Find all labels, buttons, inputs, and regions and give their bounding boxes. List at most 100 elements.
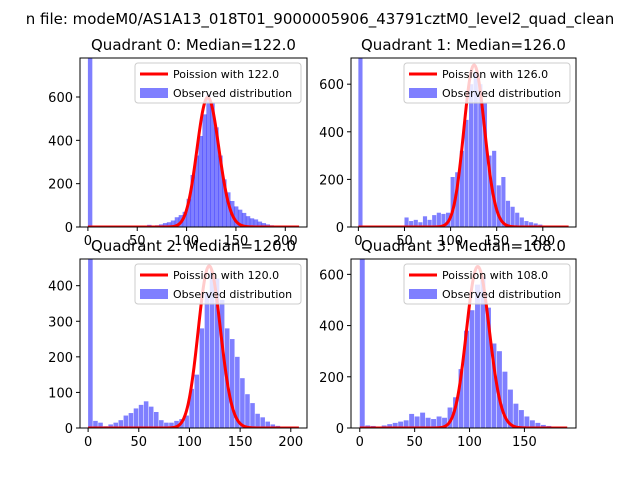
hist-bar <box>226 192 231 227</box>
y-tick-label: 0 <box>65 422 73 437</box>
hist-bar <box>515 212 520 227</box>
hist-bar <box>398 421 404 428</box>
y-tick-label: 0 <box>336 422 344 437</box>
hist-bar <box>422 216 428 227</box>
hist-bar <box>245 216 251 227</box>
hist-bar <box>148 406 154 428</box>
hist-bar <box>218 155 223 227</box>
hist-bar <box>265 421 271 428</box>
hist-bar <box>241 212 247 227</box>
hist-bar <box>186 198 192 227</box>
x-tick-label: 0 <box>84 234 92 249</box>
hist-bar <box>128 413 134 428</box>
x-tick-label: 50 <box>129 234 146 249</box>
hist-bar <box>455 172 460 227</box>
hist-bar <box>199 328 205 428</box>
hist-bar <box>359 259 365 428</box>
hist-bar <box>453 397 459 428</box>
hist-bar <box>133 408 139 428</box>
x-tick-label: 0 <box>354 234 362 249</box>
hist-bar <box>458 369 464 428</box>
x-tick-label: 150 <box>228 435 253 450</box>
y-tick-label: 200 <box>319 371 344 386</box>
axes-frame <box>350 57 577 228</box>
legend: Poission with 126.0 Observed distribution <box>403 62 571 104</box>
hist-bar <box>387 424 393 428</box>
hist-bar <box>403 420 409 428</box>
hist-bar <box>510 206 515 227</box>
hist-bar <box>447 407 453 428</box>
chart-title: Quadrant 1: Median=126.0 <box>361 36 566 54</box>
hist-bar <box>392 422 398 428</box>
x-tick-label: 150 <box>484 234 509 249</box>
hist-bar <box>182 211 188 227</box>
chart-title: Quadrant 0: Median=122.0 <box>91 36 296 54</box>
hist-bar <box>198 136 203 227</box>
hist-bar <box>189 388 195 428</box>
quadrant-0-chart: 0 50 100 150 200 0 200 400 600 Quadrant 0: Median… <box>48 36 308 249</box>
hist-bar <box>253 219 259 227</box>
hist-bar <box>162 223 168 227</box>
hist-bar <box>87 58 93 227</box>
hist-bar <box>436 212 441 227</box>
hist-bar <box>113 422 119 428</box>
hist-bar <box>533 223 538 227</box>
hist-bar <box>270 424 276 428</box>
axes-frame <box>350 258 577 429</box>
hist-bar <box>491 343 497 428</box>
legend: Poission with 108.0 Observed distribution <box>403 263 571 305</box>
hist-bar <box>427 219 432 227</box>
hist-bar <box>496 351 502 428</box>
hist-bar <box>255 413 260 428</box>
hist-bar <box>184 415 189 428</box>
legend-poisson-label: Poission with 126.0 <box>442 68 548 81</box>
legend-observed-swatch <box>140 88 168 98</box>
hist-bar <box>233 206 239 227</box>
quadrant-1-chart: 0 50 100 150 200 0 200 400 600 Quadrant 1: Median… <box>319 36 577 249</box>
x-tick-label: 0 <box>356 435 364 450</box>
y-tick-label: 400 <box>319 126 344 141</box>
hist-bar <box>194 374 200 428</box>
x-tick-label: 100 <box>174 234 199 249</box>
y-tick-label: 600 <box>319 268 344 283</box>
quadrant-panels: 0 50 100 150 200 0 200 400 600 Quadrant 0: Median… <box>48 36 577 450</box>
legend-box <box>134 263 302 305</box>
hist-bar <box>524 416 530 428</box>
hist-bar <box>118 420 124 428</box>
hist-bar <box>507 389 513 428</box>
hist-bar <box>260 417 265 428</box>
hist-bar <box>473 72 478 227</box>
hist-bar <box>432 215 437 227</box>
hist-bar <box>418 222 423 227</box>
hist-bar <box>210 102 215 227</box>
plot-area <box>87 259 300 428</box>
hist-bar <box>496 185 501 227</box>
hist-bar <box>425 417 431 428</box>
hist-bar <box>420 412 426 428</box>
hist-bar <box>413 219 418 227</box>
hist-bar <box>469 310 475 428</box>
legend-box <box>134 62 302 104</box>
quadrant-2-chart: 0 50 100 150 200 0 100 200 300 400 Quadrant 2: Med… <box>48 237 308 450</box>
legend-observed-label: Observed distribution <box>442 288 561 301</box>
hist-bar <box>174 420 179 428</box>
hist-bar <box>513 403 519 428</box>
y-tick-label: 200 <box>319 173 344 188</box>
quadrant-3-chart: 0 50 100 150 0 200 400 600 Quadrant 3: Median=10… <box>319 237 577 450</box>
suptitle: n file: modeM0/AS1A13_018T01_9000005906_… <box>26 10 615 29</box>
hist-bar <box>519 217 524 227</box>
hist-bar <box>475 284 480 428</box>
y-tick-label: 300 <box>48 315 73 330</box>
y-tick-label: 100 <box>48 386 73 401</box>
hist-bar <box>204 292 210 428</box>
hist-bar <box>190 175 195 227</box>
hist-bar <box>501 177 506 227</box>
hist-bar <box>441 213 446 227</box>
x-tick-label: 200 <box>278 435 303 450</box>
hist-bar <box>237 209 243 227</box>
hist-bar <box>206 94 211 227</box>
legend-observed-label: Observed distribution <box>173 288 292 301</box>
hist-bar <box>166 222 172 227</box>
hist-bar <box>480 276 486 428</box>
legend-box <box>403 62 571 104</box>
